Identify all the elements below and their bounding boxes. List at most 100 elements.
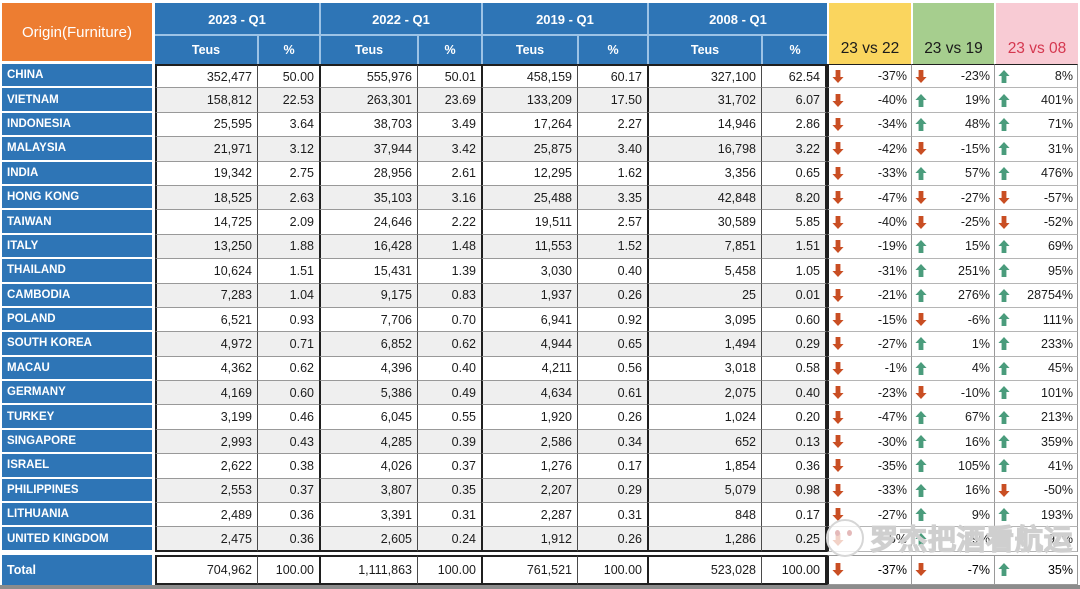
comparison-value: 92% bbox=[1047, 532, 1073, 547]
comparison-value: 45% bbox=[1047, 361, 1073, 376]
teus-value-cell: 4,362 bbox=[155, 356, 257, 382]
comparison-value: -35% bbox=[877, 458, 907, 473]
teus-value-cell: 13,250 bbox=[155, 234, 257, 260]
percent-value-cell: 1.62 bbox=[577, 161, 647, 186]
comparison-value: -34% bbox=[877, 117, 907, 132]
teus-value-cell: 1,494 bbox=[647, 332, 761, 357]
comparison-value: 69% bbox=[1047, 239, 1073, 254]
comparison-cell: 359% bbox=[994, 429, 1078, 455]
teus-value-cell: 42,848 bbox=[647, 185, 761, 211]
comparison-cell: -57% bbox=[994, 185, 1078, 211]
percent-value-cell: 0.60 bbox=[761, 307, 827, 333]
percent-value-cell: 0.29 bbox=[577, 478, 647, 504]
trend-up-icon bbox=[915, 532, 927, 546]
percent-value-cell: 0.65 bbox=[577, 332, 647, 357]
percent-value-cell: 0.40 bbox=[417, 356, 481, 382]
comparison-value: -6% bbox=[967, 312, 990, 327]
percent-value-cell: 0.36 bbox=[257, 503, 319, 528]
comparison-cell: -42% bbox=[827, 137, 911, 162]
teus-value-cell: 21,971 bbox=[155, 137, 257, 162]
percent-value-cell: 0.17 bbox=[577, 454, 647, 479]
percent-value-cell: 2.09 bbox=[257, 210, 319, 235]
teus-value-cell: 4,285 bbox=[319, 429, 417, 455]
percent-value-cell: 0.37 bbox=[257, 478, 319, 504]
comparison-value: 105% bbox=[958, 458, 990, 473]
comparison-cell: 251% bbox=[911, 259, 994, 284]
trend-up-icon bbox=[998, 313, 1010, 327]
teus-value-cell: 2,287 bbox=[481, 503, 577, 528]
teus-value-cell: 1,920 bbox=[481, 405, 577, 430]
comparison-value: 276% bbox=[958, 288, 990, 303]
comparison-cell: -50% bbox=[994, 478, 1078, 504]
trend-up-icon bbox=[915, 166, 927, 180]
percent-value-cell: 6.07 bbox=[761, 88, 827, 113]
percent-value-cell: 0.20 bbox=[761, 405, 827, 430]
origin-cell: CHINA bbox=[2, 64, 155, 89]
comparison-cell: -5% bbox=[827, 527, 911, 552]
comparison-value: 41% bbox=[1047, 458, 1073, 473]
comparison-cell: -31% bbox=[827, 259, 911, 284]
teus-value-cell: 2,993 bbox=[155, 429, 257, 455]
trend-down-icon bbox=[998, 191, 1010, 205]
comparison-value: -23% bbox=[877, 385, 907, 400]
trend-down-icon bbox=[832, 459, 844, 473]
trend-up-icon bbox=[998, 459, 1010, 473]
origin-cell: VIETNAM bbox=[2, 88, 155, 113]
teus-value-cell: 2,622 bbox=[155, 454, 257, 479]
teus-value-cell: 16,428 bbox=[319, 234, 417, 260]
teus-value-cell: 2,553 bbox=[155, 478, 257, 504]
percent-value-cell: 0.49 bbox=[417, 381, 481, 406]
teus-value-cell: 158,812 bbox=[155, 88, 257, 113]
percent-value-cell: 50.01 bbox=[417, 64, 481, 89]
trend-up-icon bbox=[998, 117, 1010, 131]
comparison-cell: -1% bbox=[827, 356, 911, 382]
teus-value-cell: 263,301 bbox=[319, 88, 417, 113]
comparison-value: -7% bbox=[967, 562, 990, 577]
comparison-value: -47% bbox=[877, 410, 907, 425]
comparison-cell: 9% bbox=[911, 503, 994, 528]
subheader-cell: % bbox=[761, 34, 827, 64]
percent-value-cell: 0.37 bbox=[417, 454, 481, 479]
trend-up-icon bbox=[915, 288, 927, 302]
comparison-cell: 213% bbox=[994, 405, 1078, 430]
trend-up-icon bbox=[915, 239, 927, 253]
comparison-value: 19% bbox=[964, 93, 990, 108]
comparison-value: 251% bbox=[958, 263, 990, 278]
comparison-cell: 105% bbox=[911, 454, 994, 479]
comparison-cell: 31% bbox=[994, 137, 1078, 162]
comparison-cell: 69% bbox=[994, 234, 1078, 260]
trend-down-icon bbox=[832, 264, 844, 278]
percent-value-cell: 2.22 bbox=[417, 210, 481, 235]
comparison-value: -25% bbox=[960, 215, 990, 230]
comparison-cell: 4% bbox=[911, 356, 994, 382]
comparison-cell: 41% bbox=[994, 454, 1078, 479]
trend-down-icon bbox=[832, 166, 844, 180]
comparison-value: 8% bbox=[1054, 69, 1073, 84]
percent-value-cell: 0.26 bbox=[577, 527, 647, 552]
teus-value-cell: 4,396 bbox=[319, 356, 417, 382]
comparison-value: 48% bbox=[964, 117, 990, 132]
teus-value-cell: 1,286 bbox=[647, 527, 761, 552]
trend-down-icon bbox=[832, 508, 844, 522]
percent-value-cell: 0.34 bbox=[577, 429, 647, 455]
comparison-value: -1% bbox=[884, 361, 907, 376]
comparison-value: -37% bbox=[877, 562, 907, 577]
spacer-row bbox=[2, 551, 1078, 555]
trend-down-icon bbox=[832, 563, 844, 577]
percent-value-cell: 2.57 bbox=[577, 210, 647, 235]
comparison-value: -40% bbox=[877, 215, 907, 230]
percent-value-cell: 0.13 bbox=[761, 429, 827, 455]
teus-value-cell: 1,912 bbox=[481, 527, 577, 552]
teus-value-cell: 14,946 bbox=[647, 112, 761, 138]
percent-value-cell: 1.51 bbox=[761, 234, 827, 260]
comparison-value: 111% bbox=[1042, 312, 1073, 327]
comparison-cell: 29% bbox=[911, 527, 994, 552]
comparison-cell: -37% bbox=[827, 64, 911, 89]
teus-value-cell: 2,489 bbox=[155, 503, 257, 528]
percent-value-cell: 2.75 bbox=[257, 161, 319, 186]
percent-value-cell: 0.70 bbox=[417, 307, 481, 333]
teus-value-cell: 5,386 bbox=[319, 381, 417, 406]
comparison-cell: 1% bbox=[911, 332, 994, 357]
percent-value-cell: 1.52 bbox=[577, 234, 647, 260]
comparison-value: -57% bbox=[1043, 190, 1073, 205]
